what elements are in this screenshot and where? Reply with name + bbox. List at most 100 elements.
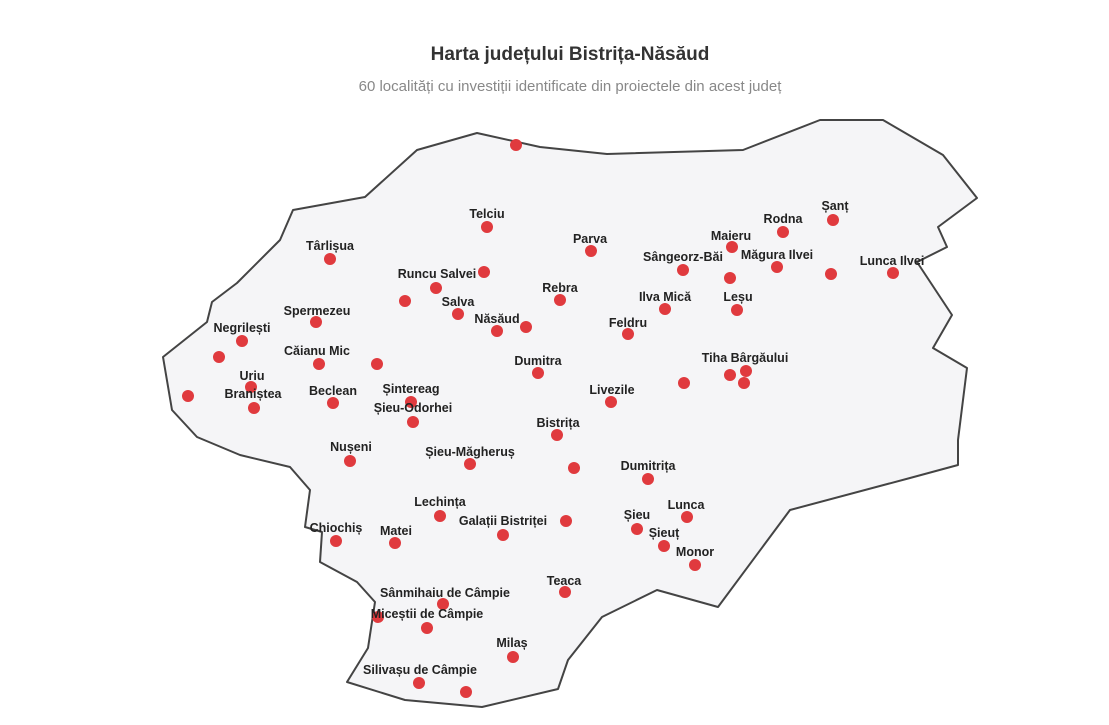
locality-marker[interactable] (731, 304, 743, 316)
locality-label: Teaca (547, 574, 583, 588)
locality-label: Salva (442, 295, 476, 309)
locality-label: Braniștea (225, 387, 283, 401)
locality-marker[interactable] (399, 295, 411, 307)
locality-label: Lechința (414, 495, 466, 509)
locality-label: Negrilești (214, 321, 271, 335)
locality-label: Năsăud (474, 312, 519, 326)
locality-label: Chiochiș (310, 521, 363, 535)
locality-marker[interactable] (330, 535, 342, 547)
page-subtitle: 60 localități cu investiții identificate… (358, 78, 782, 95)
locality-marker[interactable] (452, 308, 464, 320)
locality-label: Spermezeu (284, 304, 351, 318)
locality-marker[interactable] (677, 264, 689, 276)
locality-marker[interactable] (389, 537, 401, 549)
locality-marker[interactable] (491, 325, 503, 337)
locality-marker[interactable] (681, 511, 693, 523)
locality-marker[interactable] (324, 253, 336, 265)
locality-label: Sângeorz-Băi (643, 250, 723, 264)
locality-marker[interactable] (464, 458, 476, 470)
locality-marker[interactable] (827, 214, 839, 226)
locality-label: Tiha Bârgăului (702, 351, 789, 365)
locality-marker[interactable] (245, 381, 257, 393)
locality-marker[interactable] (248, 402, 260, 414)
locality-marker[interactable] (659, 303, 671, 315)
locality-label: Căianu Mic (284, 344, 350, 358)
locality-label: Miceștii de Câmpie (371, 607, 484, 621)
locality-marker[interactable] (559, 586, 571, 598)
locality-marker[interactable] (434, 510, 446, 522)
locality-marker[interactable] (310, 316, 322, 328)
locality-marker[interactable] (777, 226, 789, 238)
locality-marker[interactable] (327, 397, 339, 409)
locality-label: Telciu (469, 207, 504, 221)
locality-label: Galații Bistriței (459, 514, 547, 528)
locality-marker[interactable] (371, 358, 383, 370)
locality-label: Nușeni (330, 440, 372, 454)
locality-label: Dumitra (514, 354, 562, 368)
locality-marker[interactable] (460, 686, 472, 698)
locality-label: Maieru (711, 229, 751, 243)
locality-marker[interactable] (437, 598, 449, 610)
locality-marker[interactable] (554, 294, 566, 306)
locality-marker[interactable] (182, 390, 194, 402)
locality-label: Lunca Ilvei (860, 254, 925, 268)
locality-marker[interactable] (771, 261, 783, 273)
locality-marker[interactable] (407, 416, 419, 428)
locality-marker[interactable] (726, 241, 738, 253)
locality-marker[interactable] (520, 321, 532, 333)
locality-marker[interactable] (507, 651, 519, 663)
locality-marker[interactable] (430, 282, 442, 294)
locality-label: Monor (676, 545, 714, 559)
locality-label: Dumitrița (621, 459, 677, 473)
locality-label: Feldru (609, 316, 647, 330)
locality-label: Livezile (589, 383, 634, 397)
locality-marker[interactable] (678, 377, 690, 389)
locality-marker[interactable] (532, 367, 544, 379)
locality-label: Șieu-Măgheruș (425, 445, 515, 459)
locality-marker[interactable] (631, 523, 643, 535)
locality-marker[interactable] (560, 515, 572, 527)
locality-marker[interactable] (642, 473, 654, 485)
locality-label: Rebra (542, 281, 578, 295)
locality-label: Șieuț (649, 526, 680, 540)
locality-marker[interactable] (236, 335, 248, 347)
locality-label: Rodna (764, 212, 804, 226)
locality-marker[interactable] (478, 266, 490, 278)
locality-marker[interactable] (213, 351, 225, 363)
locality-marker[interactable] (413, 677, 425, 689)
locality-marker[interactable] (568, 462, 580, 474)
locality-label: Măgura Ilvei (741, 248, 813, 262)
page-title: Harta județului Bistrița-Năsăud (430, 44, 710, 65)
locality-label: Șanț (821, 199, 849, 213)
locality-marker[interactable] (689, 559, 701, 571)
locality-label: Leșu (723, 290, 752, 304)
locality-label: Șieu-Odorhei (374, 401, 452, 415)
locality-labels: Telciu Târlișua Runcu Salvei Salva Năsăud Reb… (214, 199, 925, 677)
locality-label: Matei (380, 524, 412, 538)
locality-label: Bistrița (536, 416, 580, 430)
locality-marker[interactable] (825, 268, 837, 280)
locality-marker[interactable] (497, 529, 509, 541)
locality-marker[interactable] (344, 455, 356, 467)
locality-marker[interactable] (313, 358, 325, 370)
locality-marker[interactable] (551, 429, 563, 441)
locality-label: Șintereag (383, 382, 440, 396)
locality-marker[interactable] (887, 267, 899, 279)
locality-marker[interactable] (740, 365, 752, 377)
locality-marker[interactable] (724, 369, 736, 381)
locality-marker[interactable] (724, 272, 736, 284)
locality-marker[interactable] (510, 139, 522, 151)
locality-marker[interactable] (481, 221, 493, 233)
locality-label: Sânmihaiu de Câmpie (380, 586, 510, 600)
locality-label: Lunca (668, 498, 706, 512)
locality-marker[interactable] (585, 245, 597, 257)
locality-marker[interactable] (605, 396, 617, 408)
locality-marker[interactable] (405, 396, 417, 408)
locality-marker[interactable] (738, 377, 750, 389)
locality-marker[interactable] (622, 328, 634, 340)
locality-marker[interactable] (372, 611, 384, 623)
locality-marker[interactable] (421, 622, 433, 634)
locality-marker[interactable] (658, 540, 670, 552)
locality-label: Runcu Salvei (398, 267, 477, 281)
